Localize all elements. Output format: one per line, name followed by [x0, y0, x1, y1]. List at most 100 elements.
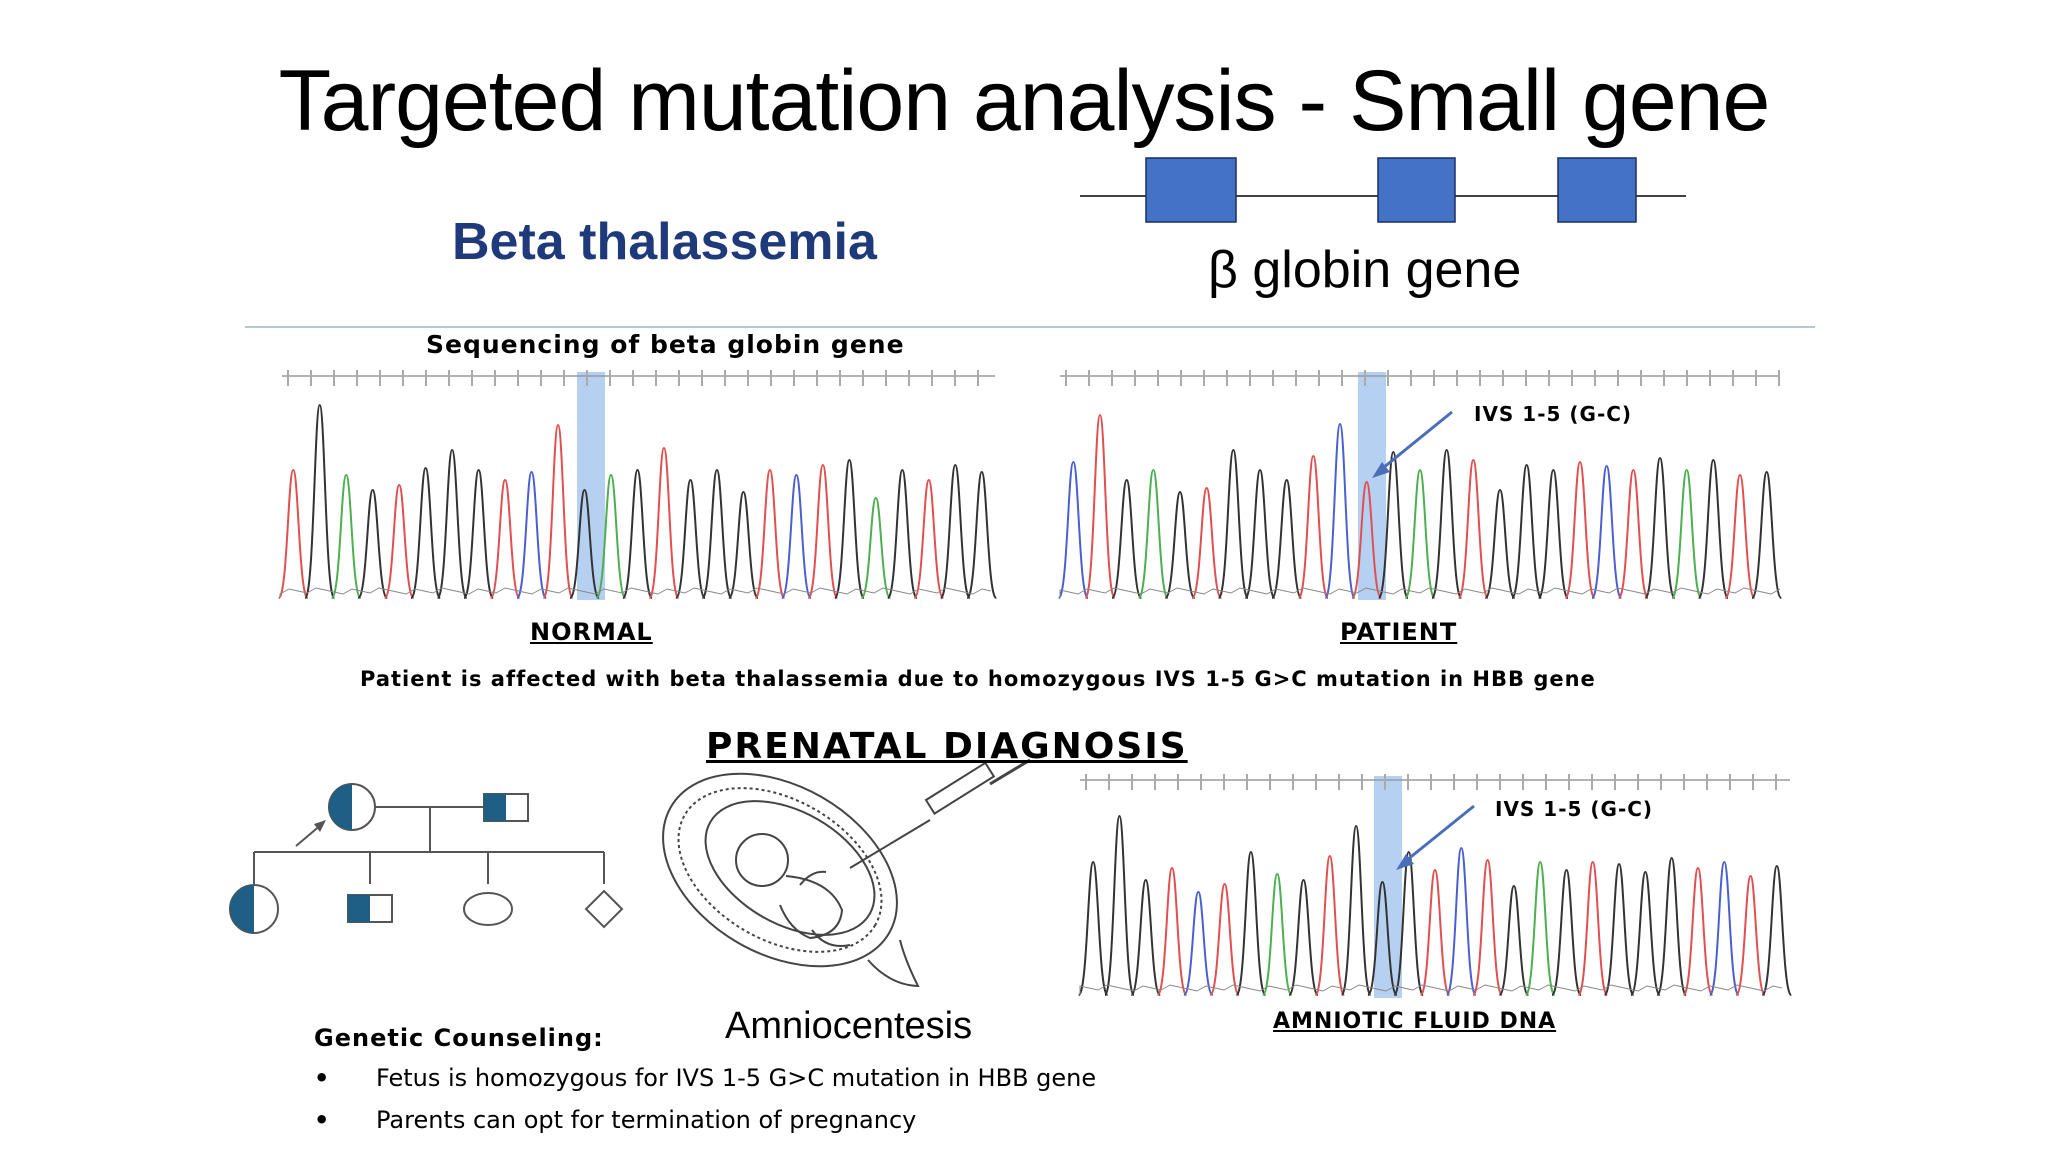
trace-peak	[754, 468, 786, 599]
trace-peak	[1324, 422, 1356, 599]
trace-peak	[542, 423, 574, 599]
trace-peak	[1351, 480, 1383, 599]
trace-peak	[727, 490, 759, 599]
trace-peak	[648, 446, 680, 599]
trace-peak	[595, 473, 627, 599]
trace-peak	[1377, 450, 1409, 599]
counseling-point: • Parents can opt for termination of preg…	[314, 1106, 917, 1134]
gene-diagram	[1080, 157, 1686, 223]
trace-peak	[1524, 860, 1556, 996]
trace-peak	[1708, 860, 1740, 996]
trace-peak	[1671, 468, 1703, 599]
trace-peak	[1457, 458, 1489, 599]
trace-peak	[1419, 868, 1451, 996]
chromatogram-amniotic	[1077, 814, 1793, 996]
trace-peak	[1314, 854, 1346, 996]
trace-peak	[330, 473, 362, 599]
mutation-arrow-patient	[1372, 410, 1453, 478]
ruler-amniotic	[1080, 774, 1790, 790]
trace-peak	[1297, 454, 1329, 599]
slide-title: Targeted mutation analysis - Small gene	[278, 53, 1771, 149]
trace-peak	[1537, 468, 1569, 599]
trace-peak	[410, 466, 442, 599]
trace-peak	[1235, 850, 1267, 996]
counseling-heading: Genetic Counseling:	[314, 1024, 604, 1052]
trace-peak	[489, 478, 521, 599]
exon-3	[1557, 157, 1637, 223]
patient-label: PATIENT	[1340, 618, 1458, 646]
trace-peak	[939, 463, 971, 599]
trace-peak	[621, 468, 654, 599]
trace-peak	[1551, 868, 1582, 996]
trace-peak	[1366, 880, 1398, 996]
trace-peak	[357, 488, 389, 599]
trace-peak	[1498, 884, 1530, 996]
trace-peak	[1271, 478, 1303, 599]
amniotic-highlight	[1374, 776, 1402, 998]
trace-peak	[1629, 870, 1661, 996]
ruler-normal	[282, 370, 995, 386]
trace-peak	[674, 478, 707, 599]
trace-peak	[1191, 486, 1223, 599]
trace-peak	[277, 468, 309, 599]
slide-subtitle: Beta thalassemia	[452, 213, 877, 271]
trace-peak	[1182, 890, 1214, 996]
prenatal-heading: PRENATAL DIAGNOSIS	[706, 726, 1188, 767]
trace-peak	[1057, 460, 1089, 599]
trace-peak	[1697, 458, 1729, 599]
trace-peak	[1137, 468, 1169, 599]
trace-peak	[1603, 862, 1635, 996]
exon-1	[1145, 157, 1237, 223]
amniotic-label: AMNIOTIC FLUID DNA	[1273, 1009, 1557, 1034]
trace-peak	[1472, 858, 1504, 996]
mutation-arrow-amniotic	[1396, 804, 1475, 870]
trace-peak	[1724, 473, 1756, 599]
mutation-annotation-amniotic: IVS 1-5 (G-C)	[1495, 797, 1654, 821]
trace-baseline	[1059, 587, 1781, 598]
chromatogram-normal	[277, 403, 998, 599]
trace-peak	[807, 463, 839, 599]
trace-peak	[1164, 490, 1196, 599]
trace-peak	[780, 473, 812, 599]
trace-peak	[1644, 456, 1676, 599]
pedigree-child-3	[463, 892, 513, 926]
trace-peak	[304, 403, 336, 599]
trace-peak	[436, 448, 468, 599]
chromatogram-patient	[1057, 413, 1783, 599]
trace-peak	[1445, 846, 1477, 996]
trace-peak	[1156, 866, 1188, 996]
sequencing-heading: Sequencing of beta globin gene	[426, 330, 905, 359]
trace-peak	[913, 478, 945, 599]
trace-peak	[1244, 468, 1276, 599]
trace-peak	[1577, 860, 1609, 996]
trace-peak	[1751, 470, 1783, 599]
trace-peak	[1084, 413, 1116, 599]
trace-peak	[701, 468, 733, 599]
trace-peak	[568, 488, 601, 599]
pedigree-child-4	[584, 889, 624, 929]
trace-peak	[886, 468, 918, 599]
trace-peak	[1564, 460, 1596, 599]
ruler-patient	[1060, 370, 1780, 386]
trace-peak	[463, 468, 495, 599]
trace-peak	[1431, 448, 1463, 599]
trace-peak	[1761, 864, 1793, 996]
normal-highlight	[577, 372, 605, 600]
trace-peak	[966, 470, 998, 599]
trace-peak	[1735, 874, 1766, 996]
trace-peak	[1340, 824, 1372, 996]
trace-peak	[1591, 464, 1623, 599]
exon-2	[1377, 157, 1456, 223]
trace-peak	[1104, 814, 1135, 996]
trace-baseline	[279, 587, 992, 598]
mutation-annotation-patient: IVS 1-5 (G-C)	[1474, 402, 1633, 426]
trace-peak	[383, 483, 415, 599]
trace-peak	[1111, 478, 1143, 599]
divider	[245, 326, 1815, 328]
trace-baseline	[1079, 984, 1783, 995]
normal-label: NORMAL	[530, 618, 653, 646]
trace-peak	[1261, 872, 1293, 996]
trace-peak	[1404, 468, 1436, 599]
trace-peak	[1288, 878, 1319, 996]
